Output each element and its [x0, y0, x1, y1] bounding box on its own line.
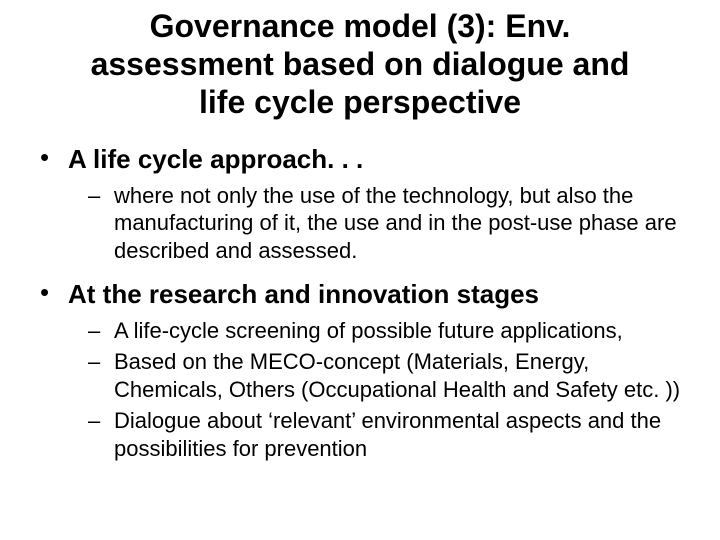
list-item: A life cycle approach. . . where not onl… — [40, 143, 700, 264]
list-item: where not only the use of the technology… — [88, 182, 700, 265]
list-item: Based on the MECO-concept (Materials, En… — [88, 348, 700, 403]
list-item: A life-cycle screening of possible futur… — [88, 317, 700, 345]
bullet-list-level2: where not only the use of the technology… — [88, 182, 700, 265]
bullet-list-level1: A life cycle approach. . . where not onl… — [40, 143, 700, 462]
slide-title: Governance model (3): Env. assessment ba… — [80, 8, 640, 121]
bullet-text: At the research and innovation stages — [68, 278, 700, 311]
list-item: At the research and innovation stages A … — [40, 278, 700, 462]
bullet-text: A life cycle approach. . . — [68, 143, 700, 176]
bullet-list-level2: A life-cycle screening of possible futur… — [88, 317, 700, 463]
list-item: Dialogue about ‘relevant’ environmental … — [88, 407, 700, 462]
slide: Governance model (3): Env. assessment ba… — [0, 0, 720, 540]
